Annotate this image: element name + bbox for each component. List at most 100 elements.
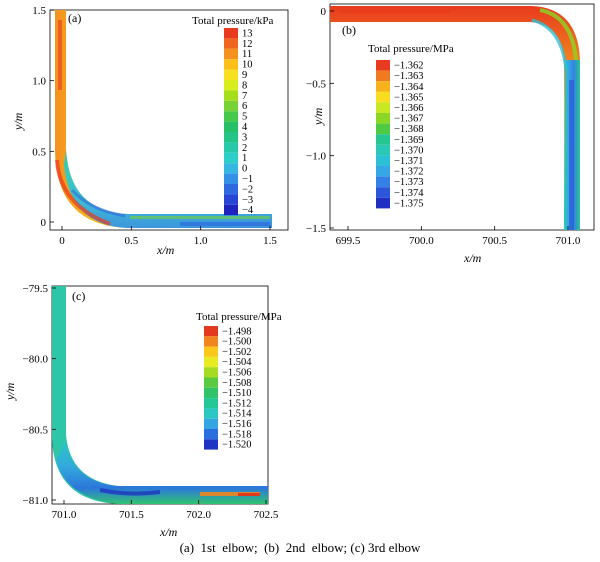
panel-c: −79.5 −80.0 −80.5 −81.0 701.0 701.5 702.0 702.… — [3, 283, 282, 539]
y-tick-label: −1.0 — [306, 151, 326, 163]
legend-swatch — [204, 356, 218, 368]
legend-swatch — [376, 81, 390, 92]
legend-value: −1.364 — [394, 82, 424, 93]
legend-value: 8 — [242, 80, 247, 91]
legend-swatch — [376, 197, 390, 209]
x-tick-label: 1.0 — [194, 235, 208, 247]
y-tick-label: 0 — [41, 217, 47, 229]
x-tick-label: 699.5 — [336, 235, 361, 247]
y-tick-label: −1.5 — [306, 223, 326, 235]
y-tick-label: −79.5 — [23, 283, 49, 295]
x-tick-label: 700.5 — [482, 235, 507, 247]
x-tick-label: 1.5 — [263, 235, 277, 247]
legend-value: −1.500 — [222, 337, 252, 348]
legend-swatch — [224, 152, 238, 164]
legend-value: −1.504 — [222, 357, 252, 368]
legend-value: −3 — [242, 195, 253, 206]
legend-swatch — [204, 346, 218, 357]
legend-value: −1.516 — [222, 419, 252, 430]
x-axis-label-c: x/m — [159, 525, 178, 539]
y-tick-label: −81.0 — [23, 495, 49, 507]
legend-swatch — [376, 134, 390, 145]
legend-value: 13 — [242, 28, 253, 39]
legend-value: −1.514 — [222, 409, 252, 420]
legend-value: −1.362 — [394, 61, 424, 72]
panel-label-b: (b) — [342, 23, 356, 37]
legend-title-c: Total pressure/MPa — [196, 311, 282, 323]
y-axis-label-b: y/m — [311, 107, 325, 126]
legend-value: 6 — [242, 101, 247, 112]
legend-value: −1.363 — [394, 71, 424, 82]
legend-value: −1.373 — [394, 177, 424, 188]
legend-value: −1.367 — [394, 114, 424, 125]
y-axis-b: 0 −0.5 −1.0 −1.5 — [306, 6, 334, 235]
legend-swatch — [224, 59, 238, 70]
legend-value: 1 — [242, 153, 247, 164]
legend-value: −1.498 — [222, 326, 252, 337]
legend-swatch — [224, 204, 238, 216]
y-axis-a: 1.5 1.0 0.5 0 — [32, 5, 54, 229]
legend-value: 0 — [242, 164, 247, 175]
legend-swatch — [224, 100, 238, 112]
legend-swatch — [224, 142, 238, 153]
legend-swatch — [376, 187, 390, 198]
legend-swatch — [224, 69, 238, 80]
x-axis-c: 701.0 701.5 702.0 702.5 — [52, 500, 279, 521]
legend-swatch — [376, 70, 390, 82]
plot-frame-c — [51, 285, 269, 505]
legend-swatch — [376, 123, 390, 135]
legend-value: −1 — [242, 174, 253, 185]
y-tick-label: 0.5 — [32, 146, 46, 158]
legend-value: −1.366 — [394, 103, 424, 114]
legend-value: −1.371 — [394, 156, 424, 167]
legend-swatch — [204, 429, 218, 440]
y-tick-label: 0 — [321, 6, 327, 18]
x-axis-label-b: x/m — [463, 251, 482, 265]
x-tick-label: 0.5 — [124, 235, 138, 247]
legend-swatch — [224, 28, 238, 39]
legend-value: −1.368 — [394, 124, 424, 135]
figure-caption: (a) 1st elbow; (b) 2nd elbow; (c) 3rd el… — [179, 540, 421, 555]
legend-value: −4 — [242, 205, 254, 216]
panel-label-c: (c) — [72, 289, 85, 303]
legend-value: 11 — [242, 49, 252, 60]
x-tick-label: 702.0 — [186, 509, 211, 521]
legend-value: −1.506 — [222, 368, 252, 379]
x-tick-label: 702.5 — [254, 509, 279, 521]
legend-swatch — [204, 377, 218, 388]
y-axis-label-a: y/m — [11, 112, 25, 131]
legend-value: −1.520 — [222, 440, 252, 451]
legend-swatch — [204, 387, 218, 399]
legend-swatch — [204, 367, 218, 378]
legend-c: −1.498−1.500−1.502−1.504−1.506−1.508−1.5… — [204, 326, 252, 451]
legend-value: −1.369 — [394, 135, 424, 146]
legend-title-a: Total pressure/kPa — [192, 15, 274, 27]
y-tick-label: 1.5 — [32, 5, 46, 17]
legend-value: −1.518 — [222, 429, 252, 440]
legend-value: −2 — [242, 184, 253, 195]
legend-b: −1.362−1.363−1.364−1.365−1.366−1.367−1.3… — [376, 60, 424, 209]
legend-swatch — [204, 326, 218, 337]
legend-swatch — [224, 173, 238, 184]
legend-value: 5 — [242, 112, 247, 123]
legend-value: −1.374 — [394, 188, 424, 199]
legend-swatch — [224, 121, 238, 132]
y-tick-label: −80.0 — [23, 354, 49, 366]
x-tick-label: 701.5 — [119, 509, 144, 521]
panel-a: 1.5 1.0 0.5 0 0 0.5 1.0 1.5 (a) x/m y/m Total … — [11, 5, 289, 257]
legend-value: 9 — [242, 70, 247, 81]
legend-swatch — [224, 163, 238, 174]
x-tick-label: 700.0 — [409, 235, 434, 247]
legend-swatch — [224, 194, 238, 205]
plot-frame-a — [49, 9, 289, 231]
legend-value: −1.512 — [222, 398, 252, 409]
legend-swatch — [224, 111, 238, 122]
legend-value: 10 — [242, 60, 253, 71]
legend-value: −1.502 — [222, 347, 252, 358]
legend-swatch — [224, 48, 238, 60]
legend-value: 7 — [242, 91, 247, 102]
x-tick-label: 701.0 — [52, 509, 77, 521]
legend-swatch — [376, 60, 390, 71]
x-axis-label-a: x/m — [156, 243, 175, 257]
legend-title-b: Total pressure/MPa — [368, 43, 454, 55]
